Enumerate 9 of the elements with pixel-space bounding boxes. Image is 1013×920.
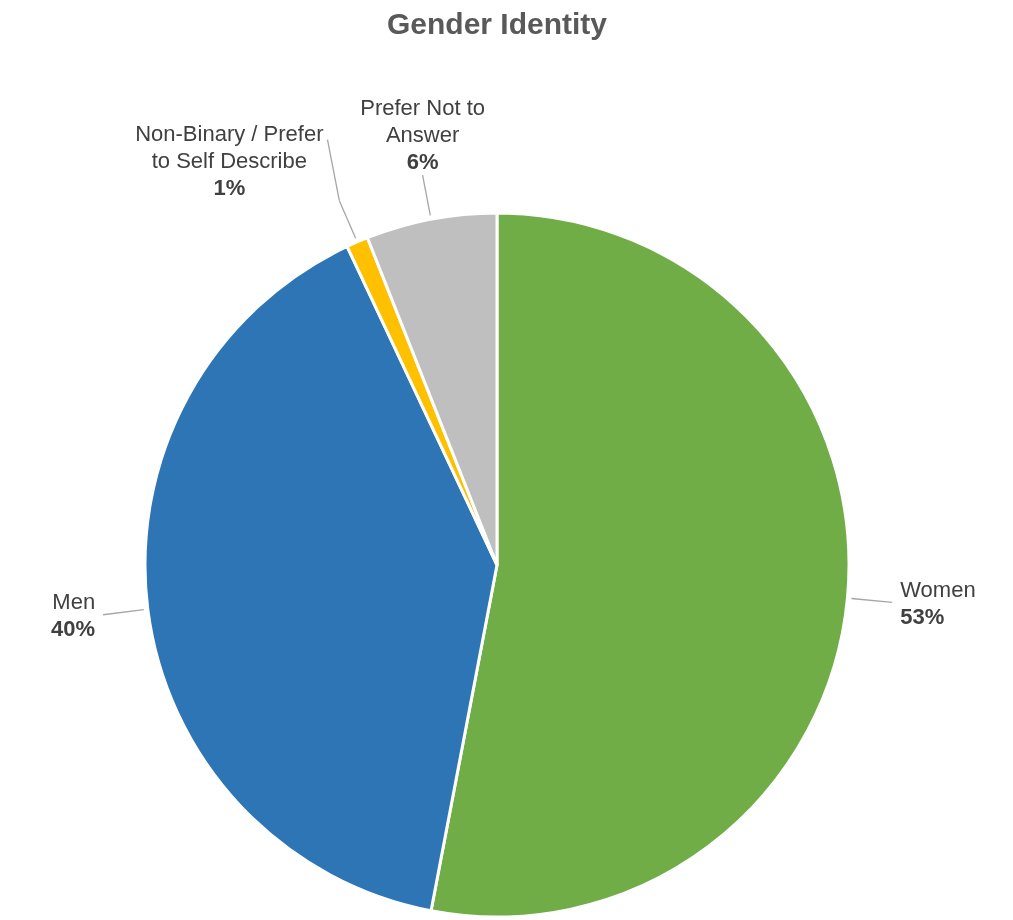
- slice-label: Women: [900, 576, 976, 602]
- data-label: 1%: [213, 174, 246, 200]
- data-label: 53%: [900, 603, 945, 629]
- slice-label: Prefer Not to Answer: [360, 95, 485, 148]
- data-label: 40%: [51, 616, 96, 642]
- slice-label: Men: [52, 589, 96, 615]
- chart-title: Gender Identity: [386, 7, 608, 40]
- slice-label: Non-Binary / Prefer to Self Describe: [135, 120, 324, 173]
- data-label: 6%: [406, 149, 439, 175]
